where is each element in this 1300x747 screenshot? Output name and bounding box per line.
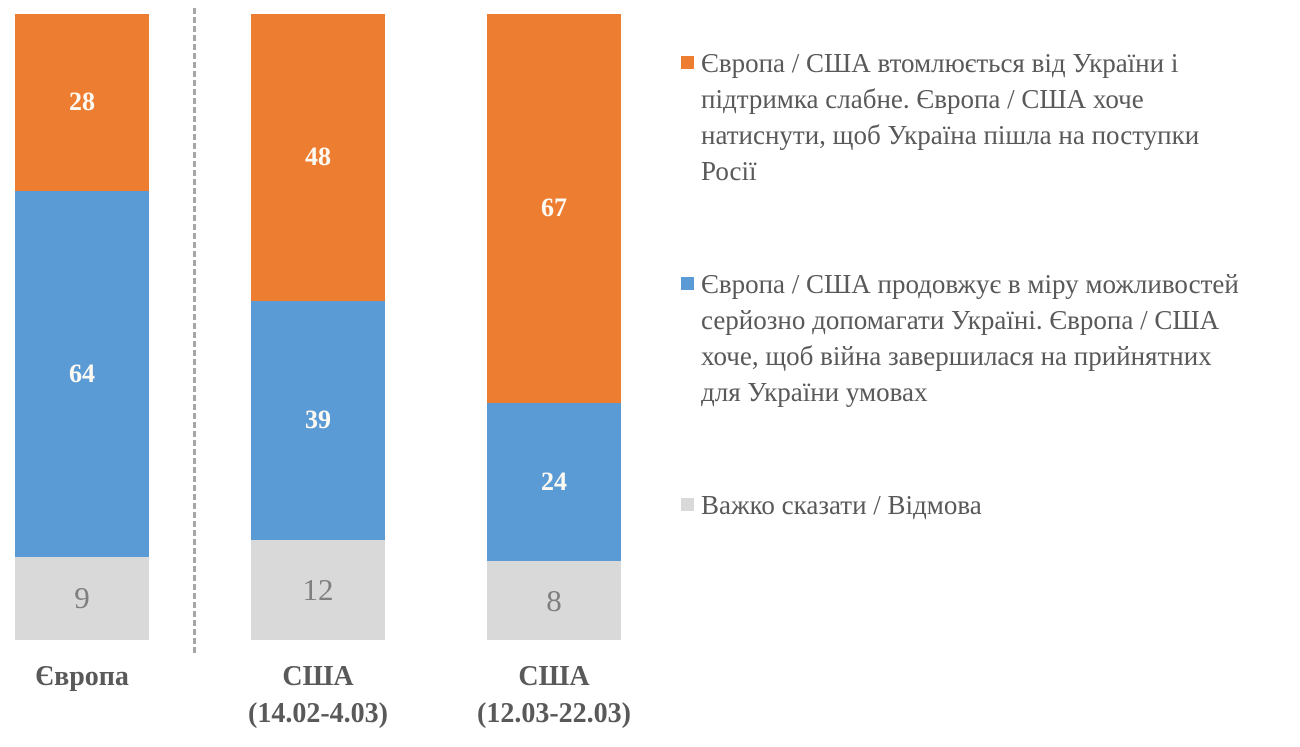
- segment-value-label: 24: [541, 466, 567, 496]
- bar-segment: 8: [487, 561, 621, 640]
- bar-segment: 28: [15, 14, 149, 191]
- bar-column-2: 67 24 8: [487, 14, 621, 640]
- dashed-divider-line: [193, 8, 196, 653]
- legend-item-support: Європа / США продовжує в міру можливосте…: [681, 266, 1299, 410]
- segment-value-label: 12: [302, 571, 334, 607]
- legend-label: Європа / США втомлюється від України і п…: [701, 48, 1200, 186]
- bar-column-0: 28 64 9: [15, 14, 149, 641]
- bar-segment: 9: [15, 556, 149, 641]
- bar-segment: 67: [487, 14, 621, 403]
- bar-segment: 24: [487, 402, 621, 562]
- bar-segment: 48: [251, 14, 385, 301]
- segment-value-label: 28: [69, 87, 95, 117]
- legend-label: Важко сказати / Відмова: [701, 490, 982, 520]
- legend-swatch-blue-icon: [681, 277, 694, 290]
- bar-segment: 12: [251, 539, 385, 640]
- segment-value-label: 48: [305, 142, 331, 172]
- legend: Європа / США втомлюється від України і п…: [681, 45, 1299, 600]
- legend-item-hard-to-say: Важко сказати / Відмова: [681, 487, 1299, 523]
- bar-column-1: 48 39 12: [251, 14, 385, 640]
- legend-label: Європа / США продовжує в міру можливосте…: [701, 269, 1239, 407]
- segment-value-label: 9: [74, 580, 90, 616]
- segment-value-label: 8: [546, 582, 562, 618]
- bar-segment: 64: [15, 190, 149, 557]
- axis-category-label: США (12.03-22.03): [477, 661, 631, 729]
- bar-segment: 39: [251, 300, 385, 540]
- legend-swatch-orange-icon: [681, 56, 694, 69]
- axis-category-label: США (14.02-4.03): [248, 661, 388, 729]
- segment-value-label: 67: [541, 193, 567, 223]
- segment-value-label: 39: [305, 405, 331, 435]
- legend-item-pressure: Європа / США втомлюється від України і п…: [681, 45, 1299, 189]
- segment-value-label: 64: [69, 358, 95, 388]
- legend-swatch-gray-icon: [681, 498, 694, 511]
- axis-category-label: Європа: [35, 661, 129, 692]
